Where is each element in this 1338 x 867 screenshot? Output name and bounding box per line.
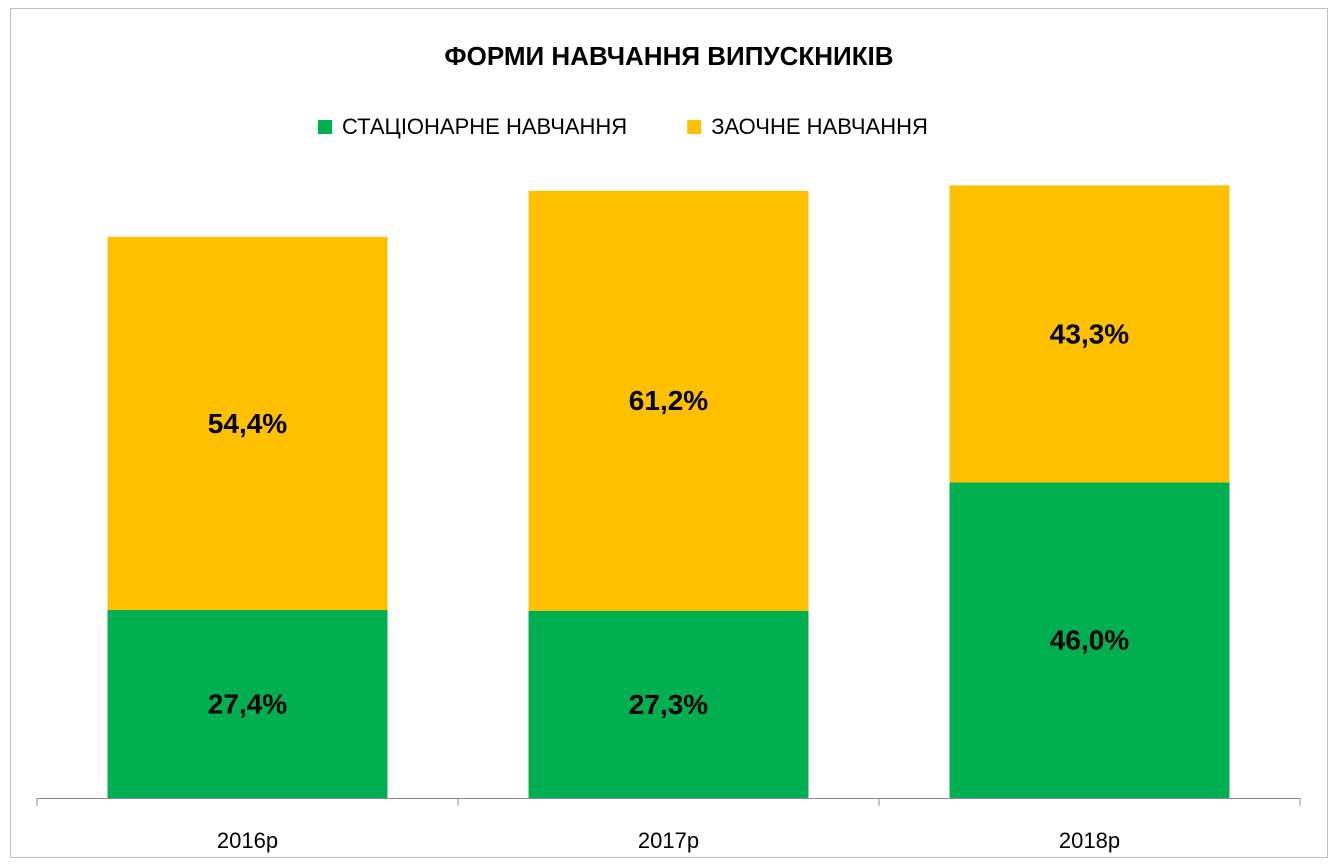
bar-segment (528, 190, 809, 611)
data-label: 27,3% (629, 689, 708, 720)
x-tick-label: 2016р (217, 828, 278, 853)
data-label: 46,0% (1050, 625, 1129, 656)
bar-segment (107, 610, 388, 798)
bar-segment (949, 185, 1230, 483)
data-label: 27,4% (208, 688, 287, 719)
data-label: 61,2% (629, 385, 708, 416)
legend-label: ЗАОЧНЕ НАВЧАННЯ (711, 114, 928, 139)
legend-label: СТАЦІОНАРНЕ НАВЧАННЯ (342, 114, 627, 139)
bar-segment (107, 236, 388, 611)
bar-segment (949, 482, 1230, 798)
legend-swatch (687, 120, 702, 134)
x-tick-label: 2017р (638, 828, 699, 853)
data-label: 54,4% (208, 408, 287, 439)
chart-title: ФОРМИ НАВЧАННЯ ВИПУСКНИКІВ (444, 41, 893, 71)
x-tick-label: 2018р (1059, 828, 1120, 853)
legend-swatch (318, 120, 332, 134)
data-label: 43,3% (1050, 318, 1129, 349)
bar-segment (528, 610, 809, 798)
